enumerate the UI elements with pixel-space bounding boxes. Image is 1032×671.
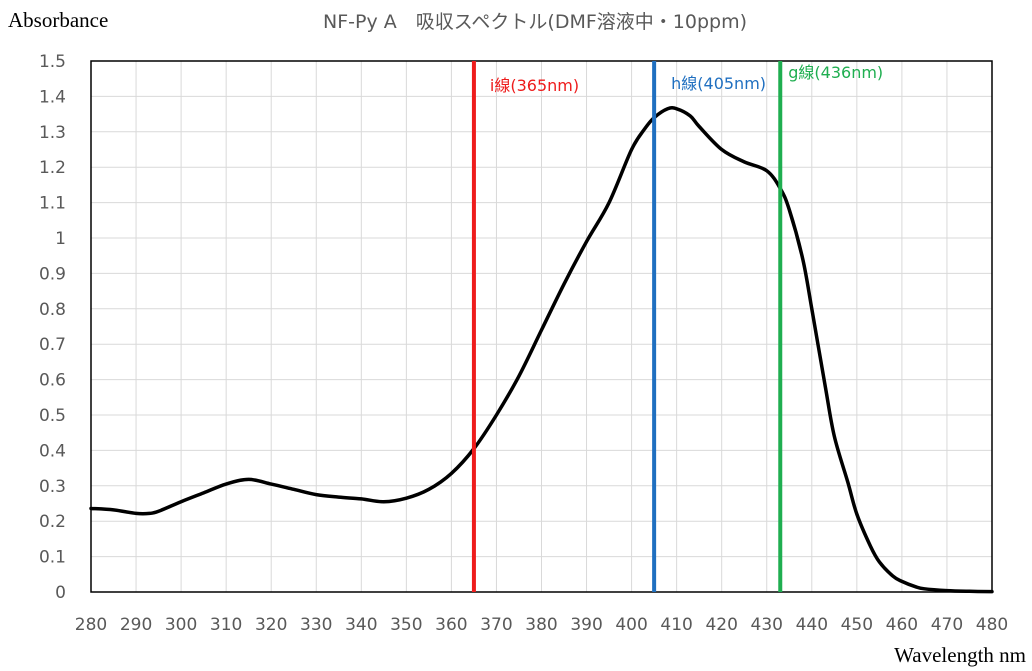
y-tick-label: 0 (55, 583, 66, 603)
y-tick-label: 1.1 (39, 194, 66, 214)
x-axis-label: Wavelength nm (894, 643, 1026, 667)
y-tick-label: 1.4 (39, 87, 66, 107)
marker-label-433: g線(436nm) (788, 63, 883, 82)
y-tick-label: 1.2 (39, 158, 66, 178)
y-tick-label: 0.6 (39, 371, 66, 391)
x-tick-labels: 280 290 300 310 320 330 340 350 360 370 380 390 400 4… (75, 615, 1008, 635)
x-tick-label: 420 (705, 615, 737, 635)
x-tick-label: 330 (300, 615, 332, 635)
x-tick-label: 430 (751, 615, 783, 635)
x-tick-label: 310 (210, 615, 242, 635)
x-tick-label: 360 (435, 615, 467, 635)
y-tick-label: 0.8 (39, 300, 66, 320)
y-tick-label: 1 (55, 229, 66, 249)
y-tick-label: 0.9 (39, 264, 66, 284)
absorbance-series-line (89, 106, 994, 594)
x-tick-label: 380 (525, 615, 557, 635)
x-tick-label: 390 (570, 615, 602, 635)
chart-title: NF-Py A 吸収スペクトル(DMF溶液中・10ppm) (323, 11, 747, 33)
wavelength-markers: i線(365nm) h線(405nm) g線(436nm) (471, 61, 883, 592)
x-tick-label: 410 (660, 615, 692, 635)
x-tick-label: 280 (75, 615, 107, 635)
x-tick-label: 370 (480, 615, 512, 635)
y-tick-label: 0.2 (39, 512, 66, 532)
y-tick-label: 1.5 (39, 52, 66, 72)
y-tick-label: 0.4 (39, 441, 66, 461)
x-tick-label: 440 (796, 615, 828, 635)
series-layer (89, 106, 994, 594)
x-tick-label: 290 (120, 615, 152, 635)
x-tick-label: 320 (255, 615, 287, 635)
y-tick-labels: 0 0.1 0.2 0.3 0.4 0.5 0.6 0.7 0.8 0.9 1 1.1 1.2 1.3 1.… (39, 52, 66, 603)
y-tick-label: 1.3 (39, 123, 66, 143)
x-tick-label: 480 (976, 615, 1008, 635)
marker-label-365: i線(365nm) (490, 76, 579, 95)
x-tick-label: 460 (886, 615, 918, 635)
marker-label-405: h線(405nm) (671, 74, 766, 93)
y-tick-label: 0.7 (39, 335, 66, 355)
x-tick-label: 340 (345, 615, 377, 635)
y-tick-label: 0.1 (39, 548, 66, 568)
x-tick-label: 400 (615, 615, 647, 635)
x-tick-label: 350 (390, 615, 422, 635)
y-tick-label: 0.5 (39, 406, 66, 426)
y-tick-label: 0.3 (39, 477, 66, 497)
x-tick-label: 450 (841, 615, 873, 635)
x-tick-label: 300 (165, 615, 197, 635)
x-tick-label: 470 (931, 615, 963, 635)
plot-border (90, 60, 993, 593)
y-axis-label: Absorbance (8, 8, 108, 32)
